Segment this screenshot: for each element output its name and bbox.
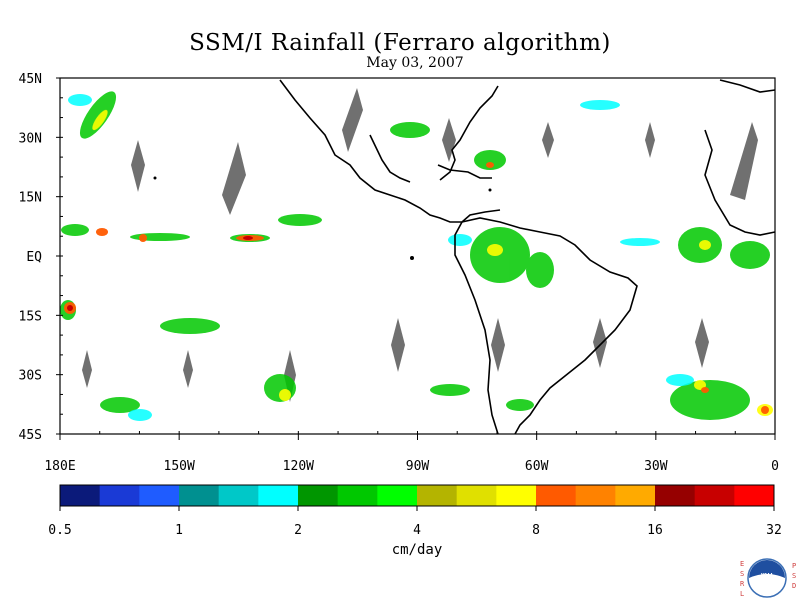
logo-letter-p: P [792, 562, 796, 570]
colorbar-swatch [377, 485, 418, 506]
colorbar-tick-label: 8 [532, 523, 540, 538]
lat-tick-label: 30N [19, 131, 42, 146]
colorbar-swatch [99, 485, 140, 506]
colorbar-unit-label: cm/day [392, 542, 443, 558]
longitude-axis: 180E 150W 120W 90W 60W 30W 0 [44, 431, 779, 474]
svg-text:D: D [792, 582, 796, 590]
lon-tick-label: 0 [771, 459, 779, 474]
lat-tick-label: 45N [19, 72, 42, 87]
map-date: May 03, 2007 [366, 55, 464, 71]
missing-swath-gaps [82, 88, 758, 402]
lat-tick-label: 15N [19, 191, 42, 206]
latitude-axis: 45N 30N 15N EQ 15S 30S 45S [19, 72, 63, 443]
colorbar-tick-label: 2 [294, 523, 302, 538]
lat-tick-label: 15S [19, 309, 42, 324]
colorbar-tick-label: 32 [766, 523, 782, 538]
lon-tick-label: 30W [644, 459, 668, 474]
colorbar-tick-label: 4 [413, 523, 421, 538]
colorbar-swatch [258, 485, 299, 506]
colorbar-swatch [218, 485, 259, 506]
lon-tick-label: 180E [44, 459, 75, 474]
lat-tick-label: EQ [26, 250, 42, 265]
colorbar-swatch [734, 485, 775, 506]
lat-tick-label: 30S [19, 369, 42, 384]
map-panel [59, 77, 776, 435]
lon-tick-label: 120W [283, 459, 314, 474]
islands [153, 176, 492, 260]
lon-tick-label: 150W [164, 459, 195, 474]
colorbar-swatch [60, 485, 101, 506]
colorbar-swatch [139, 485, 180, 506]
colorbar-swatch [337, 485, 378, 506]
colorbar-tick-label: 1 [175, 523, 183, 538]
logo-letter-r: R [740, 580, 745, 588]
colorbar-swatch [417, 485, 458, 506]
coastlines [279, 79, 776, 435]
colorbar-swatch [694, 485, 735, 506]
logo-letter-l: L [740, 590, 744, 598]
colorbar-tick-label: 0.5 [48, 523, 71, 538]
svg-text:S: S [792, 572, 796, 580]
logo-letter-e: E [740, 560, 744, 568]
colorbar-swatch [298, 485, 339, 506]
colorbar-swatch [536, 485, 577, 506]
colorbar-swatch [496, 485, 537, 506]
colorbar-swatch [655, 485, 696, 506]
colorbar-swatch [456, 485, 497, 506]
lon-tick-label: 60W [525, 459, 549, 474]
logo-letter-s: S [740, 570, 744, 578]
lat-tick-label: 45S [19, 428, 42, 443]
rainfall-patches [60, 91, 773, 421]
noaa-esrl-psd-logo: E S R L NOAA P S D [740, 558, 796, 598]
colorbar-swatch [179, 485, 220, 506]
lon-tick-label: 90W [406, 459, 430, 474]
colorbar-tick-label: 16 [647, 523, 663, 538]
map-title: SSM/I Rainfall (Ferraro algorithm) [189, 30, 611, 56]
svg-text:NOAA: NOAA [761, 573, 773, 579]
colorbar-swatch [615, 485, 656, 506]
colorbar: 0.5 1 2 4 8 16 32 cm/day [48, 484, 782, 558]
colorbar-swatch [575, 485, 616, 506]
